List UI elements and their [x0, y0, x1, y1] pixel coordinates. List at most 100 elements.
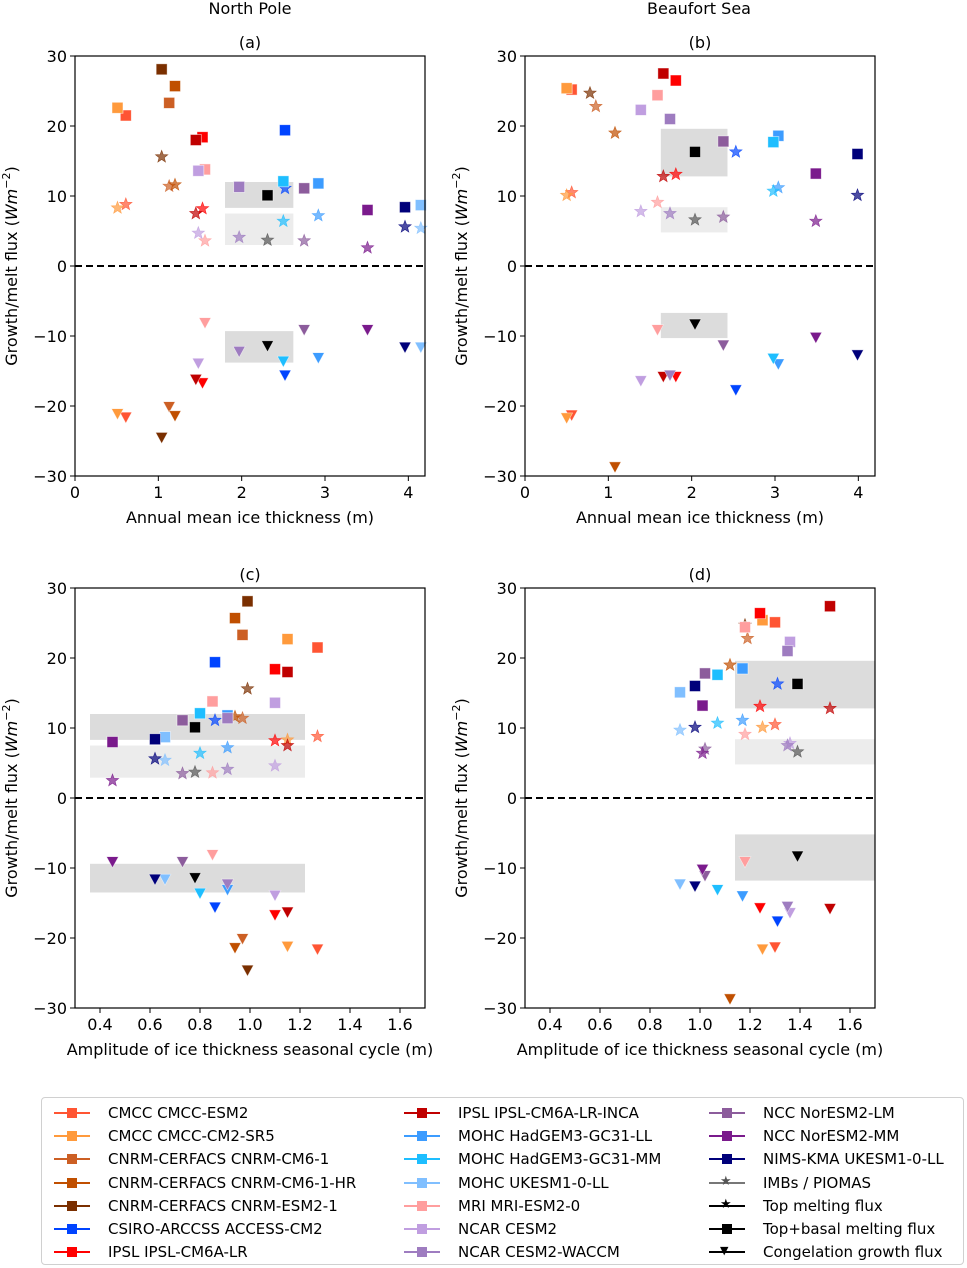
y-axis-label: Growth/melt flux (Wm−2) [450, 166, 471, 365]
point-congelation-nims-kma-ukesm1-0-ll [850, 349, 865, 362]
y-tick-label: −30 [483, 467, 517, 486]
point-topbasal-ipsl-ipsl-cm6a-lr-inca [189, 134, 202, 146]
point-top-mri-mri-esm2-0 [650, 194, 665, 209]
point-top-ncc-noresm2-lm [297, 233, 312, 247]
panel-a: −30 −20 −10 0 10 20 30 0 1 2 3 4 (a) Annual mean ice … [0, 33, 428, 527]
point-top-ncc-noresm2-mm [808, 213, 823, 228]
legend-label: MOHC UKESM1-0-LL [458, 1173, 609, 1192]
legend-label: IPSL IPSL-CM6A-LR-INCA [458, 1103, 639, 1122]
y-tick-label: 10 [47, 187, 67, 206]
square-marker-icon [417, 1130, 427, 1141]
point-topbasal-mohc-hadgem3-gc31-mm [277, 175, 290, 188]
point-topbasal-cnrm-cerfacs-cnrm-cm6-1-hr [169, 80, 181, 92]
square-marker-icon [417, 1247, 427, 1258]
point-topbasal-ncc-noresm2-mm [696, 699, 709, 712]
x-tick-label: 4 [403, 483, 413, 502]
y-tick-label: 20 [497, 649, 517, 668]
y-tick-label: −20 [33, 929, 67, 948]
point-top-nims-kma-ukesm1-0-ll [148, 751, 162, 765]
panel-c: −30 −20 −10 0 10 20 30 0.4 0.6 0.8 1.0 1.2 1.4 1.6 (c)… [0, 565, 433, 1059]
square-marker-icon [67, 1130, 77, 1141]
point-top-mohc-hadgem3-gc31-mm [710, 715, 725, 730]
point-topbasal-cmcc-cmcc-esm2 [119, 109, 132, 122]
x-tick-label: 1.4 [787, 1015, 812, 1034]
y-tick-label: −10 [483, 859, 517, 878]
point-congelation-ipsl-ipsl-cm6a-lr-inca [823, 903, 837, 916]
point-congelation-mri-mri-esm2-0 [650, 324, 665, 337]
point-congelation-cnrm-cerfacs-cnrm-esm2-1 [155, 432, 169, 445]
square-marker-icon [417, 1200, 427, 1211]
point-top-ipsl-ipsl-cm6a-lr [268, 733, 282, 747]
point-topbasal-mohc-hadgem3-gc31-mm [194, 707, 206, 720]
legend-item: MOHC HadGEM3-GC31-MM [404, 1148, 661, 1171]
legend-column: IPSL IPSL-CM6A-LR-INCA MOHC HadGEM3-GC31-… [404, 1101, 661, 1264]
point-topbasal-ipsl-ipsl-cm6a-lr-inca [281, 666, 294, 678]
panel-b: −30 −20 −10 0 10 20 30 0 1 2 3 4 (b) Annual mean ice … [450, 33, 876, 527]
point-congelation-mohc-ukesm1-0-ll [158, 873, 172, 886]
point-top-cmcc-cmcc-cm2-sr5 [559, 187, 574, 202]
x-tick-label: 1.2 [737, 1015, 762, 1034]
star-marker-icon: ★ [720, 1173, 732, 1189]
y-tick-label: −10 [33, 859, 67, 878]
legend-swatch [54, 1245, 90, 1259]
star-marker-icon: ★ [720, 1196, 732, 1212]
point-topbasal-imbs-piomas [791, 678, 804, 690]
point-topbasal-ncar-cesm2-waccm [221, 712, 234, 725]
legend-swatch [709, 1129, 745, 1143]
point-topbasal-cmcc-cmcc-cm2-sr5 [560, 82, 573, 95]
point-congelation-mri-mri-esm2-0 [205, 849, 220, 862]
y-tick-label: 20 [47, 117, 67, 136]
point-top-imbs-piomas [790, 744, 805, 758]
point-congelation-mohc-hadgem3-gc31-mm [766, 353, 780, 366]
point-top-ncc-noresm2-lm [175, 766, 190, 780]
y-tick-label: 30 [47, 47, 67, 66]
point-top-cnrm-cerfacs-cnrm-cm6-1-hr [608, 125, 622, 139]
point-top-ncar-cesm2-waccm [220, 761, 235, 776]
square-marker-icon [67, 1177, 77, 1188]
point-topbasal-ncc-noresm2-mm [106, 736, 119, 748]
point-congelation-cnrm-cerfacs-cnrm-cm6-1 [162, 401, 176, 414]
point-topbasal-ipsl-ipsl-cm6a-lr [269, 663, 281, 676]
legend-swatch: ★ [709, 1174, 745, 1190]
point-top-cnrm-cerfacs-cnrm-cm6-1-hr [168, 177, 182, 191]
point-congelation-cmcc-cmcc-cm2-sr5 [755, 943, 770, 956]
point-congelation-ncar-cesm2-waccm [232, 346, 246, 359]
legend-item: NCC NorESM2-LM [709, 1101, 944, 1124]
point-top-cnrm-cerfacs-cnrm-esm2-1 [240, 681, 255, 695]
point-top-mohc-hadgem3-gc31-ll [311, 208, 326, 222]
legend-item: MRI MRI-ESM2-0 [404, 1194, 661, 1217]
y-tick-label: 10 [497, 187, 517, 206]
point-topbasal-ncc-noresm2-lm [717, 135, 730, 148]
x-tick-label: 0.6 [587, 1015, 612, 1034]
point-top-ncc-noresm2-mm [360, 240, 375, 254]
y-tick-label: 0 [57, 789, 67, 808]
legend: CMCC CMCC-ESM2 CMCC CMCC-CM2-SR5 CNRM-CERF… [41, 1097, 964, 1265]
legend-label: IMBs / PIOMAS [763, 1173, 872, 1192]
legend-label: NCC NorESM2-LM [763, 1103, 895, 1122]
point-topbasal-mohc-hadgem3-gc31-ll [312, 177, 325, 190]
legend-label: CSIRO-ARCCSS ACCESS-CM2 [108, 1220, 323, 1239]
x-tick-label: 2 [687, 483, 697, 502]
legend-swatch [404, 1222, 440, 1236]
point-top-ncar-cesm2-waccm [780, 738, 795, 752]
point-topbasal-mohc-ukesm1-0-ll [159, 731, 171, 743]
point-congelation-ipsl-ipsl-cm6a-lr-inca [189, 374, 203, 387]
point-congelation-cnrm-cerfacs-cnrm-cm6-1-hr [723, 993, 737, 1006]
y-tick-label: −10 [483, 327, 517, 346]
point-congelation-mohc-hadgem3-gc31-ll [771, 358, 785, 371]
point-top-csiro-arccss-access-cm2 [770, 676, 785, 690]
legend-item: ★ Top melting flux [709, 1194, 944, 1217]
point-topbasal-ipsl-ipsl-cm6a-lr [754, 607, 766, 620]
legend-label: Top melting flux [763, 1196, 883, 1215]
point-top-mohc-ukesm1-0-ll [673, 722, 687, 737]
point-congelation-ncc-noresm2-mm [809, 332, 823, 345]
square-marker-icon [67, 1224, 77, 1235]
point-topbasal-ncar-cesm2-waccm [781, 645, 794, 657]
x-axis-label: Amplitude of ice thickness seasonal cycl… [67, 1040, 434, 1059]
legend-label: MRI MRI-ESM2-0 [458, 1196, 581, 1215]
point-top-mohc-hadgem3-gc31-ll [220, 740, 235, 754]
legend-label: CNRM-CERFACS CNRM-CM6-1 [108, 1150, 330, 1169]
legend-swatch: ★ [709, 1197, 745, 1213]
point-topbasal-cmcc-cmcc-esm2 [311, 641, 324, 654]
point-top-mohc-ukesm1-0-ll [158, 752, 172, 767]
